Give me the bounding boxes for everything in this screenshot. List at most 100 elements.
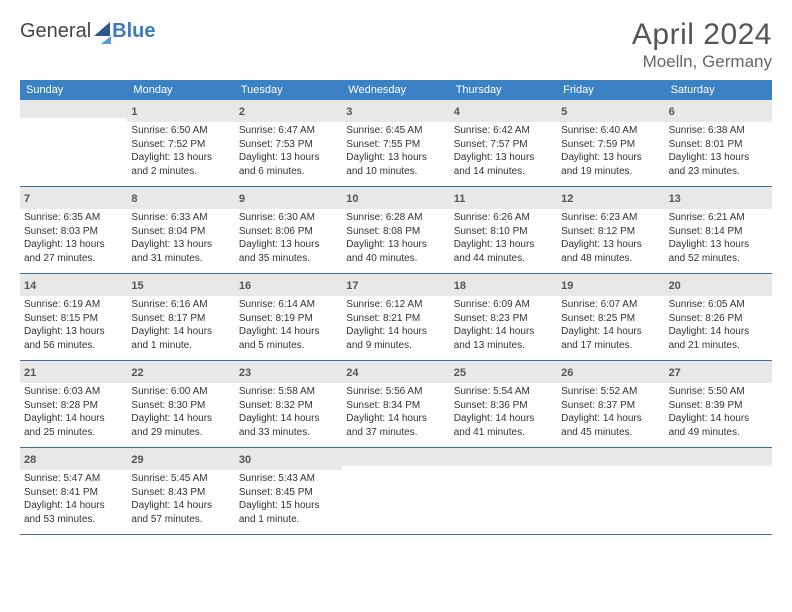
- weekday-mon: Monday: [127, 80, 234, 100]
- calendar-cell: 5Sunrise: 6:40 AMSunset: 7:59 PMDaylight…: [557, 100, 664, 186]
- cell-body: Sunrise: 5:56 AMSunset: 8:34 PMDaylight:…: [342, 383, 449, 443]
- daylight-text: Daylight: 13 hours: [669, 151, 768, 165]
- day-number-bar: 20: [665, 274, 772, 296]
- cell-body: Sunrise: 6:05 AMSunset: 8:26 PMDaylight:…: [665, 296, 772, 356]
- sunset-text: Sunset: 7:55 PM: [346, 138, 445, 152]
- day-number: 8: [131, 193, 137, 205]
- cell-body: Sunrise: 6:16 AMSunset: 8:17 PMDaylight:…: [127, 296, 234, 356]
- sunrise-text: Sunrise: 6:45 AM: [346, 124, 445, 138]
- calendar-cell: 13Sunrise: 6:21 AMSunset: 8:14 PMDayligh…: [665, 187, 772, 273]
- sunset-text: Sunset: 8:21 PM: [346, 312, 445, 326]
- cell-body: Sunrise: 5:47 AMSunset: 8:41 PMDaylight:…: [20, 470, 127, 530]
- day-number-bar: 21: [20, 361, 127, 383]
- day-number-bar: 28: [20, 448, 127, 470]
- day-number: 2: [239, 106, 245, 118]
- daylight-text: and 2 minutes.: [131, 165, 230, 179]
- logo-accent-icon: [101, 36, 111, 44]
- sunset-text: Sunset: 8:01 PM: [669, 138, 768, 152]
- day-number-bar: [557, 448, 664, 466]
- cell-body: Sunrise: 5:43 AMSunset: 8:45 PMDaylight:…: [235, 470, 342, 530]
- daylight-text: Daylight: 13 hours: [454, 238, 553, 252]
- daylight-text: Daylight: 14 hours: [239, 412, 338, 426]
- daylight-text: Daylight: 13 hours: [24, 238, 123, 252]
- calendar-week: 7Sunrise: 6:35 AMSunset: 8:03 PMDaylight…: [20, 187, 772, 274]
- day-number-bar: 7: [20, 187, 127, 209]
- weekday-sat: Saturday: [665, 80, 772, 100]
- day-number-bar: [20, 100, 127, 118]
- weekday-thu: Thursday: [450, 80, 557, 100]
- day-number: 20: [669, 280, 681, 292]
- day-number-bar: 14: [20, 274, 127, 296]
- sunrise-text: Sunrise: 6:09 AM: [454, 298, 553, 312]
- calendar-grid: Sunday Monday Tuesday Wednesday Thursday…: [20, 80, 772, 535]
- sunset-text: Sunset: 8:23 PM: [454, 312, 553, 326]
- sunset-text: Sunset: 8:30 PM: [131, 399, 230, 413]
- calendar-cell: 7Sunrise: 6:35 AMSunset: 8:03 PMDaylight…: [20, 187, 127, 273]
- day-number-bar: [450, 448, 557, 466]
- calendar-cell: 3Sunrise: 6:45 AMSunset: 7:55 PMDaylight…: [342, 100, 449, 186]
- daylight-text: Daylight: 14 hours: [24, 499, 123, 513]
- daylight-text: Daylight: 14 hours: [561, 412, 660, 426]
- sunrise-text: Sunrise: 5:52 AM: [561, 385, 660, 399]
- daylight-text: and 10 minutes.: [346, 165, 445, 179]
- daylight-text: and 37 minutes.: [346, 426, 445, 440]
- sunset-text: Sunset: 8:28 PM: [24, 399, 123, 413]
- daylight-text: Daylight: 14 hours: [131, 412, 230, 426]
- cell-body: Sunrise: 5:54 AMSunset: 8:36 PMDaylight:…: [450, 383, 557, 443]
- daylight-text: Daylight: 14 hours: [454, 325, 553, 339]
- daylight-text: and 40 minutes.: [346, 252, 445, 266]
- day-number-bar: 26: [557, 361, 664, 383]
- day-number: 4: [454, 106, 460, 118]
- calendar-cell: 26Sunrise: 5:52 AMSunset: 8:37 PMDayligh…: [557, 361, 664, 447]
- day-number-bar: [342, 448, 449, 466]
- daylight-text: and 52 minutes.: [669, 252, 768, 266]
- sunrise-text: Sunrise: 6:23 AM: [561, 211, 660, 225]
- calendar-cell: [20, 100, 127, 186]
- daylight-text: Daylight: 13 hours: [239, 238, 338, 252]
- sunset-text: Sunset: 8:45 PM: [239, 486, 338, 500]
- daylight-text: and 57 minutes.: [131, 513, 230, 527]
- sunrise-text: Sunrise: 6:16 AM: [131, 298, 230, 312]
- day-number: 21: [24, 367, 36, 379]
- calendar-cell: 2Sunrise: 6:47 AMSunset: 7:53 PMDaylight…: [235, 100, 342, 186]
- daylight-text: Daylight: 13 hours: [454, 151, 553, 165]
- day-number: 13: [669, 193, 681, 205]
- sunset-text: Sunset: 8:15 PM: [24, 312, 123, 326]
- calendar-page: General Blue April 2024 Moelln, Germany …: [0, 0, 792, 545]
- calendar-cell: 15Sunrise: 6:16 AMSunset: 8:17 PMDayligh…: [127, 274, 234, 360]
- daylight-text: and 17 minutes.: [561, 339, 660, 353]
- day-number: 22: [131, 367, 143, 379]
- daylight-text: Daylight: 15 hours: [239, 499, 338, 513]
- sunset-text: Sunset: 7:57 PM: [454, 138, 553, 152]
- day-number-bar: 10: [342, 187, 449, 209]
- day-number: 30: [239, 454, 251, 466]
- daylight-text: and 35 minutes.: [239, 252, 338, 266]
- sunrise-text: Sunrise: 6:42 AM: [454, 124, 553, 138]
- cell-body: Sunrise: 6:23 AMSunset: 8:12 PMDaylight:…: [557, 209, 664, 269]
- location-label: Moelln, Germany: [632, 52, 772, 72]
- day-number-bar: 23: [235, 361, 342, 383]
- day-number-bar: 13: [665, 187, 772, 209]
- daylight-text: and 53 minutes.: [24, 513, 123, 527]
- sunset-text: Sunset: 7:53 PM: [239, 138, 338, 152]
- daylight-text: and 6 minutes.: [239, 165, 338, 179]
- day-number-bar: 8: [127, 187, 234, 209]
- sunset-text: Sunset: 8:34 PM: [346, 399, 445, 413]
- daylight-text: and 29 minutes.: [131, 426, 230, 440]
- daylight-text: and 14 minutes.: [454, 165, 553, 179]
- daylight-text: Daylight: 14 hours: [669, 412, 768, 426]
- sunset-text: Sunset: 8:12 PM: [561, 225, 660, 239]
- day-number-bar: 18: [450, 274, 557, 296]
- day-number-bar: 11: [450, 187, 557, 209]
- day-number: 14: [24, 280, 36, 292]
- daylight-text: Daylight: 14 hours: [239, 325, 338, 339]
- sunrise-text: Sunrise: 6:03 AM: [24, 385, 123, 399]
- cell-body: Sunrise: 6:09 AMSunset: 8:23 PMDaylight:…: [450, 296, 557, 356]
- daylight-text: and 1 minute.: [131, 339, 230, 353]
- calendar-week: 1Sunrise: 6:50 AMSunset: 7:52 PMDaylight…: [20, 100, 772, 187]
- logo-text-blue: Blue: [112, 20, 155, 43]
- sunset-text: Sunset: 8:41 PM: [24, 486, 123, 500]
- calendar-cell: 24Sunrise: 5:56 AMSunset: 8:34 PMDayligh…: [342, 361, 449, 447]
- daylight-text: Daylight: 14 hours: [346, 325, 445, 339]
- calendar-cell: 9Sunrise: 6:30 AMSunset: 8:06 PMDaylight…: [235, 187, 342, 273]
